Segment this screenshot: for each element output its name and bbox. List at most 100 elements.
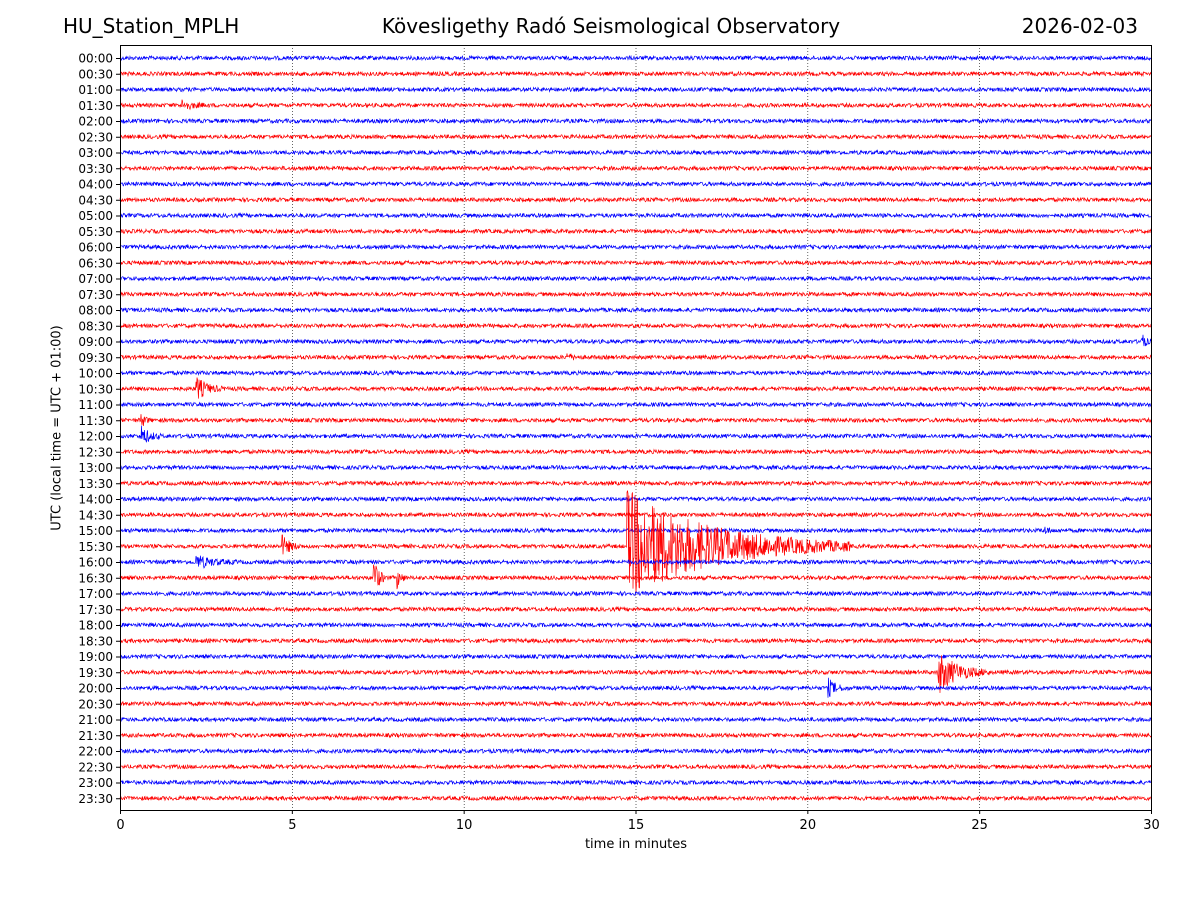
y-tick-label: 00:30 [78,67,113,81]
y-tick-label: 17:00 [78,587,113,601]
trace-0030 [119,70,1152,78]
x-axis-ticks: 0 5 10 15 20 25 30 [116,810,1160,833]
trace-0330 [119,165,1152,172]
trace-2100 [119,716,1152,723]
trace-0100 [119,86,1152,93]
trace-2230 [119,763,1152,771]
station-name: HU_Station_MPLH [63,14,240,38]
trace-0000 [119,54,1152,62]
y-tick-label: 22:30 [78,760,113,774]
trace-0300 [119,149,1152,156]
chart-title: Kövesligethy Radó Seismological Observat… [381,14,841,38]
y-tick-label: 15:00 [78,524,113,538]
y-tick-label: 08:30 [78,319,113,333]
trace-0500 [119,212,1152,219]
y-tick-label: 12:30 [78,445,113,459]
trace-1230 [119,448,1152,456]
trace-0730 [119,290,1152,298]
trace-0130 [119,99,1152,111]
chart-date: 2026-02-03 [1021,14,1138,38]
y-tick-label: 03:30 [78,162,113,176]
y-tick-label: 01:00 [78,83,113,97]
x-tick-label: 5 [288,818,296,833]
y-tick-label: 16:00 [78,556,113,570]
y-tick-label: 09:30 [78,351,113,365]
x-tick-label: 0 [116,818,124,833]
y-tick-label: 23:00 [78,776,113,790]
y-tick-label: 13:00 [78,461,113,475]
y-tick-label: 18:00 [78,619,113,633]
trace-0430 [119,196,1152,204]
y-tick-label: 11:00 [78,398,113,412]
trace-1900 [119,653,1152,660]
trace-0230 [119,133,1152,141]
y-tick-label: 12:00 [78,430,113,444]
x-tick-label: 30 [1143,818,1160,833]
y-tick-label: 19:00 [78,650,113,664]
y-tick-label: 14:00 [78,493,113,507]
trace-1830 [119,637,1152,645]
trace-0200 [119,117,1152,125]
trace-0600 [119,243,1152,251]
trace-1600 [119,555,1152,569]
y-tick-label: 20:30 [78,697,113,711]
trace-0900 [119,334,1152,347]
grid-lines [292,45,980,810]
trace-1800 [119,621,1152,629]
seismic-traces [119,54,1152,802]
trace-2200 [119,747,1152,755]
trace-2000 [119,677,1152,698]
trace-2130 [119,731,1152,739]
y-tick-label: 00:00 [78,52,113,66]
trace-1730 [119,605,1152,613]
trace-1700 [119,590,1152,597]
y-tick-label: 21:00 [78,713,113,727]
trace-1430 [119,511,1152,519]
y-axis-label: UTC (local time = UTC + 01:00) [49,325,65,531]
trace-0800 [119,306,1152,314]
trace-1330 [119,479,1152,487]
trace-0630 [119,259,1152,267]
trace-1300 [119,464,1152,471]
trace-1400 [119,495,1152,503]
y-tick-label: 05:30 [78,225,113,239]
x-tick-label: 10 [456,818,473,833]
y-tick-label: 16:30 [78,571,113,585]
plot-frame [120,45,1152,811]
trace-1000 [119,369,1152,377]
y-tick-label: 11:30 [78,414,113,428]
y-tick-label: 22:00 [78,745,113,759]
trace-1100 [119,401,1152,408]
trace-2030 [119,700,1152,708]
y-tick-label: 20:00 [78,682,113,696]
x-tick-label: 20 [800,818,817,833]
y-tick-label: 01:30 [78,99,113,113]
trace-2330 [119,794,1152,802]
trace-1030 [119,377,1152,399]
trace-2300 [120,779,1152,786]
x-axis-label: time in minutes [584,837,688,852]
y-tick-label: 02:00 [78,115,113,129]
y-tick-label: 14:30 [78,508,113,522]
y-tick-label: 05:00 [78,209,113,223]
y-tick-label: 23:30 [78,792,113,806]
y-tick-label: 18:30 [78,634,113,648]
y-tick-label: 08:00 [78,304,113,318]
x-tick-label: 15 [628,818,645,833]
y-tick-label: 03:00 [78,146,113,160]
trace-1630 [119,564,1152,590]
y-tick-label: 21:30 [78,729,113,743]
trace-1530 [119,490,1152,593]
y-tick-label: 10:00 [78,367,113,381]
trace-1200 [119,425,1152,443]
trace-0400 [119,180,1152,188]
y-tick-label: 07:30 [78,288,113,302]
trace-0700 [119,275,1152,282]
y-tick-label: 10:30 [78,382,113,396]
y-tick-label: 02:30 [78,130,113,144]
y-tick-label: 13:30 [78,477,113,491]
trace-1930 [119,655,1152,693]
y-tick-label: 04:00 [78,178,113,192]
